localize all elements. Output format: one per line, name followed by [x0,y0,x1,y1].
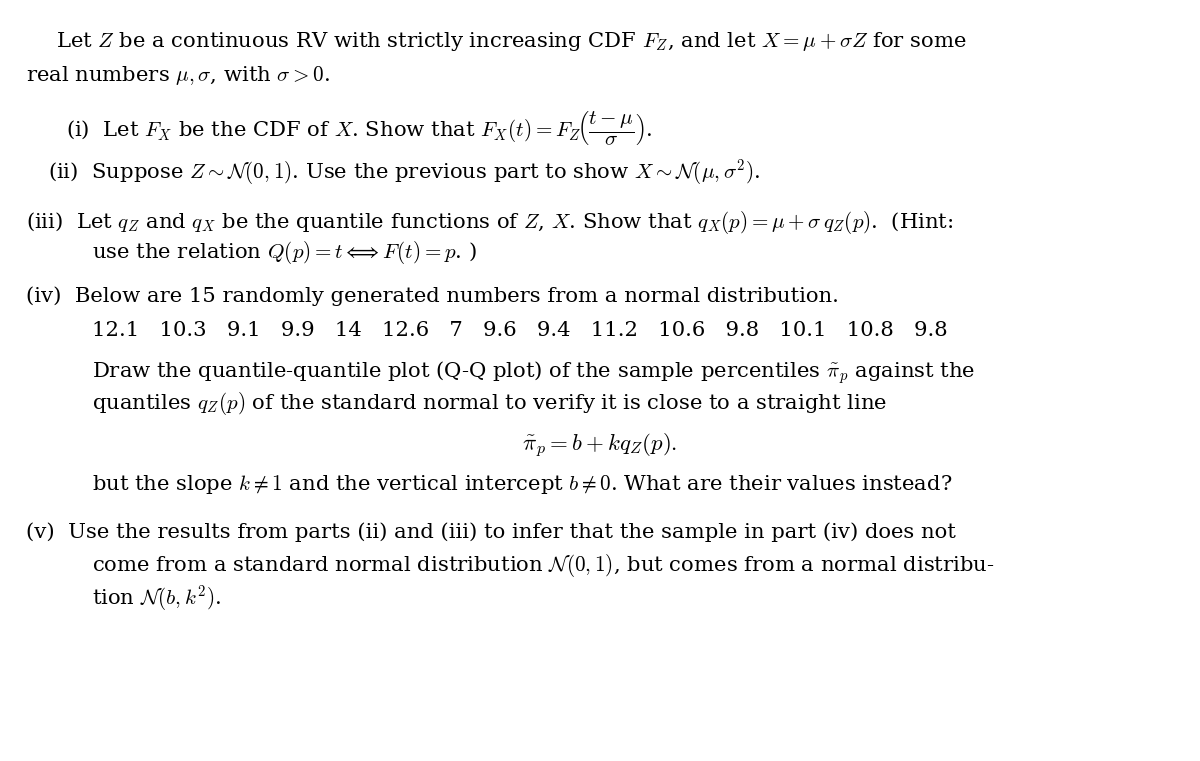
Text: (v)  Use the results from parts (ii) and (iii) to infer that the sample in part : (v) Use the results from parts (ii) and … [26,522,956,542]
Text: come from a standard normal distribution $\mathcal{N}(0,1)$, but comes from a no: come from a standard normal distribution… [92,552,995,579]
Text: Let $Z$ be a continuous RV with strictly increasing CDF $F_Z$, and let $X = \mu+: Let $Z$ be a continuous RV with strictly… [56,30,967,53]
Text: quantiles $q_Z(p)$ of the standard normal to verify it is close to a straight li: quantiles $q_Z(p)$ of the standard norma… [92,390,888,416]
Text: use the relation $Q(p) = t \Longleftrightarrow F(t) = p$. ): use the relation $Q(p) = t \Longleftrigh… [92,239,478,266]
Text: but the slope $k \neq 1$ and the vertical intercept $b \neq 0$. What are their v: but the slope $k \neq 1$ and the vertica… [92,473,953,496]
Text: Draw the quantile-quantile plot (Q-Q plot) of the sample percentiles $\tilde{\pi: Draw the quantile-quantile plot (Q-Q plo… [92,359,976,386]
Text: (iv)  Below are 15 randomly generated numbers from a normal distribution.: (iv) Below are 15 randomly generated num… [26,286,839,306]
Text: (iii)  Let $q_Z$ and $q_X$ be the quantile functions of $Z$, $X$. Show that $q_X: (iii) Let $q_Z$ and $q_X$ be the quantil… [26,209,954,235]
Text: real numbers $\mu, \sigma$, with $\sigma > 0$.: real numbers $\mu, \sigma$, with $\sigma… [26,64,330,87]
Text: tion $\mathcal{N}(b, k^2)$.: tion $\mathcal{N}(b, k^2)$. [92,583,222,613]
Text: 12.1   10.3   9.1   9.9   14   12.6   7   9.6   9.4   11.2   10.6   9.8   10.1  : 12.1 10.3 9.1 9.9 14 12.6 7 9.6 9.4 11.2… [92,321,948,340]
Text: (i)  Let $F_X$ be the CDF of $X$. Show that $F_X(t) = F_Z\!\left(\dfrac{t-\mu}{\: (i) Let $F_X$ be the CDF of $X$. Show th… [66,109,653,147]
Text: (ii)  Suppose $Z \sim \mathcal{N}(0,1)$. Use the previous part to show $X \sim \: (ii) Suppose $Z \sim \mathcal{N}(0,1)$. … [48,158,761,187]
Text: $\tilde{\pi}_p = b + kq_Z(p).$: $\tilde{\pi}_p = b + kq_Z(p).$ [522,432,678,460]
